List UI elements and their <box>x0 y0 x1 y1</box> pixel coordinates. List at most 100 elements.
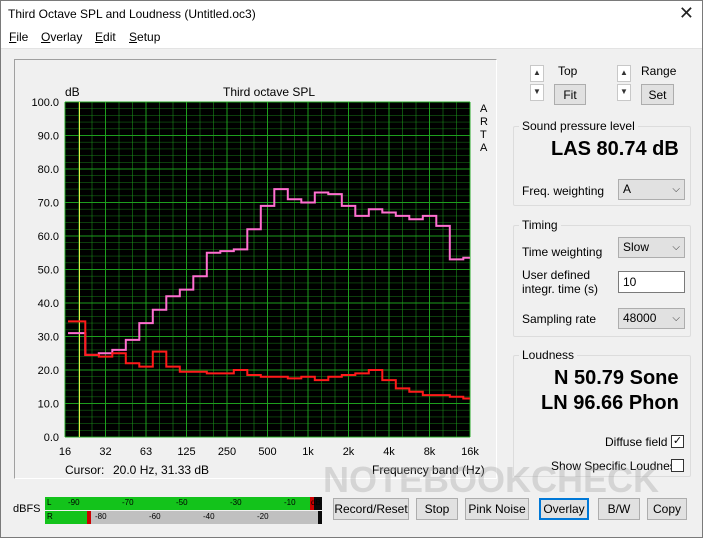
meter-l-channel-label: L <box>47 498 52 507</box>
x-tick-label: 16 <box>59 446 71 458</box>
close-icon[interactable]: ✕ <box>678 3 694 23</box>
x-tick-label: 8k <box>424 446 436 458</box>
freq-weighting-select[interactable]: A ⌵ <box>618 179 685 200</box>
meter-tick-label: dB <box>311 498 321 507</box>
meter-tick-label: -50 <box>176 498 188 507</box>
y-tick-label: 80.0 <box>38 164 59 176</box>
menu-setup[interactable]: Setup <box>129 30 161 44</box>
y-tick-label: 90.0 <box>38 131 59 143</box>
y-tick-label: 60.0 <box>38 231 59 243</box>
meter-tick-label: -40 <box>203 512 215 521</box>
meter-tick-label: -10 <box>284 498 296 507</box>
diffuse-field-checkbox[interactable]: ✓ <box>671 435 684 448</box>
menu-file[interactable]: File <box>9 30 29 44</box>
top-down-arrow-icon[interactable]: ▼ <box>530 84 544 101</box>
diffuse-field-label: Diffuse field <box>605 435 668 449</box>
chevron-down-icon: ⌵ <box>672 313 680 324</box>
x-tick-label: 4k <box>383 446 395 458</box>
record-reset-button[interactable]: Record/Reset <box>333 498 409 520</box>
x-axis-label: Frequency band (Hz) <box>372 463 485 477</box>
cursor-label: Cursor: <box>65 463 105 477</box>
menu-overlay[interactable]: Overlay <box>41 30 83 44</box>
time-weighting-select[interactable]: Slow ⌵ <box>618 237 685 258</box>
sampling-rate-select[interactable]: 48000 ⌵ <box>618 308 685 329</box>
chevron-down-icon: ⌵ <box>672 242 680 253</box>
x-tick-label: 125 <box>177 446 195 458</box>
freq-weighting-label: Freq. weighting <box>522 184 605 198</box>
sampling-rate-label: Sampling rate <box>522 312 597 326</box>
user-time-label-1: User defined <box>522 268 591 282</box>
menu-separator <box>1 48 702 59</box>
spl-group-title: Sound pressure level <box>519 119 638 133</box>
set-button[interactable]: Set <box>641 84 674 105</box>
chevron-down-icon: ⌵ <box>672 184 680 195</box>
x-tick-label: 2k <box>343 446 355 458</box>
meter-tick-label: -70 <box>122 498 134 507</box>
y-tick-label: 0.0 <box>44 432 59 444</box>
timing-group: Timing <box>513 218 691 337</box>
window-title: Third Octave SPL and Loudness (Untitled.… <box>8 7 256 21</box>
time-weighting-label: Time weighting <box>522 245 603 259</box>
x-tick-label: 1k <box>302 446 314 458</box>
y-tick-label: 10.0 <box>38 399 59 411</box>
loudness-group-title: Loudness <box>519 348 578 362</box>
loudness-phon-reading: LN 96.66 Phon <box>541 392 679 414</box>
range-down-arrow-icon[interactable]: ▼ <box>617 84 631 101</box>
y-tick-label: 100.0 <box>31 97 59 109</box>
menu-bar: File Overlay Edit Setup <box>1 29 702 48</box>
meter-dbfs-label: dBFS <box>13 503 41 515</box>
top-label: Top <box>558 64 578 78</box>
timing-group-title: Timing <box>519 218 561 232</box>
meter-tick-label: -90 <box>68 498 80 507</box>
range-up-arrow-icon[interactable]: ▲ <box>617 65 631 82</box>
y-tick-label: 40.0 <box>38 298 59 310</box>
title-bar: Third Octave SPL and Loudness (Untitled.… <box>1 1 702 29</box>
series-line-1 <box>68 188 470 356</box>
meter-tick-label: -30 <box>230 498 242 507</box>
user-time-input[interactable]: 10 <box>618 271 685 293</box>
meter-r-channel-label: R <box>47 512 53 521</box>
meter-level-fill <box>45 497 314 510</box>
y-tick-label: 30.0 <box>38 332 59 344</box>
overlay-button[interactable]: Overlay <box>539 498 589 520</box>
check-icon: ✓ <box>672 435 683 447</box>
top-up-arrow-icon[interactable]: ▲ <box>530 65 544 82</box>
series-line-2 <box>68 320 470 400</box>
y-tick-label: 70.0 <box>38 198 59 210</box>
range-label: Range <box>641 64 677 78</box>
copy-button[interactable]: Copy <box>647 498 687 520</box>
bw-button[interactable]: B/W <box>598 498 640 520</box>
stop-button[interactable]: Stop <box>416 498 458 520</box>
x-tick-label: 63 <box>140 446 152 458</box>
meter-right-channel: -80 -60 -40 -20 R <box>45 511 322 524</box>
loudness-sone-reading: N 50.79 Sone <box>554 367 679 389</box>
show-specific-loudness-label: Show Specific Loudness <box>551 459 682 473</box>
x-tick-label: 250 <box>218 446 236 458</box>
meter-tick-label: -80 <box>95 512 107 521</box>
chart-title: Third octave SPL <box>223 85 316 99</box>
meter-level-fill <box>45 511 87 524</box>
x-tick-label: 16k <box>461 446 479 458</box>
x-tick-label: 500 <box>258 446 276 458</box>
cursor-value: 20.0 Hz, 31.33 dB <box>113 463 210 477</box>
x-tick-label: 32 <box>99 446 111 458</box>
y-tick-label: 20.0 <box>38 365 59 377</box>
meter-clip-indicator <box>86 511 91 524</box>
y-tick-label: 50.0 <box>38 265 59 277</box>
fit-button[interactable]: Fit <box>554 84 586 105</box>
menu-edit[interactable]: Edit <box>95 30 116 44</box>
meter-clip-indicator <box>310 497 314 510</box>
meter-tick-label: -20 <box>257 512 269 521</box>
y-unit-label: dB <box>65 85 80 99</box>
spl-reading: LAS 80.74 dB <box>551 138 679 160</box>
show-specific-loudness-checkbox[interactable] <box>671 459 684 472</box>
loudness-group: Loudness <box>513 348 691 477</box>
pink-noise-button[interactable]: Pink Noise <box>465 498 529 520</box>
meter-empty-track <box>90 511 318 524</box>
meter-left-channel: -90 -70 -50 -30 -10 dB L <box>45 497 322 510</box>
spl-group: Sound pressure level <box>513 119 691 206</box>
user-time-label-2: integr. time (s) <box>522 282 599 296</box>
meter-tick-label: -60 <box>149 512 161 521</box>
